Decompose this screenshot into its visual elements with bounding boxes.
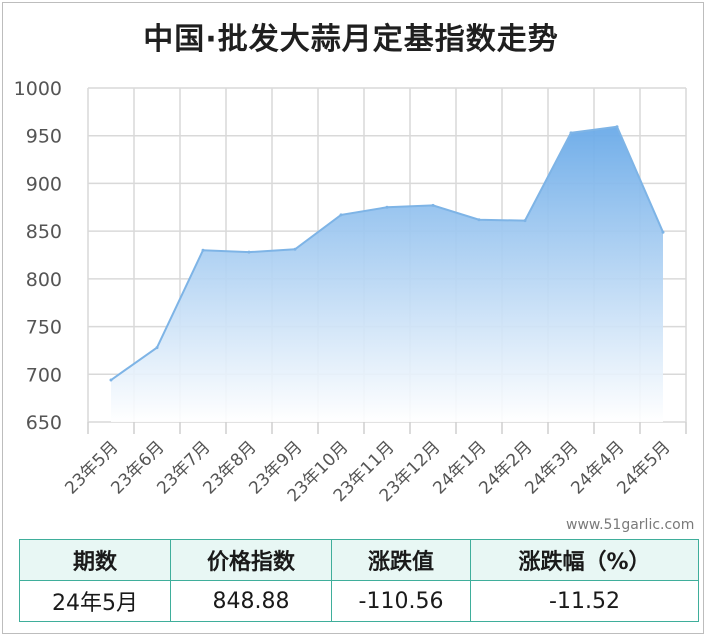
data-point bbox=[109, 378, 113, 382]
header-period: 期数 bbox=[19, 539, 171, 581]
y-tick-label: 900 bbox=[26, 173, 62, 195]
stats-header-row: 期数 价格指数 涨跌值 涨跌幅（%） bbox=[19, 539, 699, 581]
area-fill bbox=[111, 126, 663, 423]
y-tick-label: 750 bbox=[26, 317, 62, 339]
header-price-index: 价格指数 bbox=[170, 539, 332, 581]
data-point bbox=[661, 230, 665, 234]
stats-data-row: 24年5月 848.88 -110.56 -11.52 bbox=[19, 580, 699, 622]
y-tick-label: 700 bbox=[26, 364, 62, 386]
y-tick-label: 950 bbox=[26, 126, 62, 148]
data-point bbox=[339, 213, 343, 217]
header-change-value: 涨跌值 bbox=[331, 539, 471, 581]
cell-change-value: -110.56 bbox=[331, 580, 471, 622]
data-point bbox=[477, 218, 481, 222]
y-tick-label: 1000 bbox=[14, 78, 62, 100]
data-point bbox=[201, 248, 205, 252]
watermark: www.51garlic.com bbox=[566, 517, 695, 533]
y-tick-label: 800 bbox=[26, 269, 62, 291]
data-point bbox=[293, 247, 297, 251]
data-point bbox=[155, 346, 159, 350]
cell-price-index: 848.88 bbox=[170, 580, 332, 622]
data-point bbox=[247, 250, 251, 254]
cell-period: 24年5月 bbox=[19, 580, 171, 622]
data-point bbox=[523, 219, 527, 223]
data-point bbox=[385, 205, 389, 209]
cell-change-rate: -11.52 bbox=[470, 580, 699, 622]
y-tick-label: 850 bbox=[26, 221, 62, 243]
stats-table: 期数 价格指数 涨跌值 涨跌幅（%） 24年5月 848.88 -110.56 … bbox=[19, 539, 699, 622]
data-point bbox=[569, 131, 573, 135]
area-chart: 650700750800850900950100023年5月23年6月23年7月… bbox=[14, 78, 687, 506]
data-point bbox=[615, 125, 619, 129]
header-change-rate: 涨跌幅（%） bbox=[470, 539, 699, 581]
chart-title: 中国·批发大蒜月定基指数走势 bbox=[143, 22, 559, 57]
data-point bbox=[431, 203, 435, 207]
y-tick-label: 650 bbox=[26, 412, 62, 434]
